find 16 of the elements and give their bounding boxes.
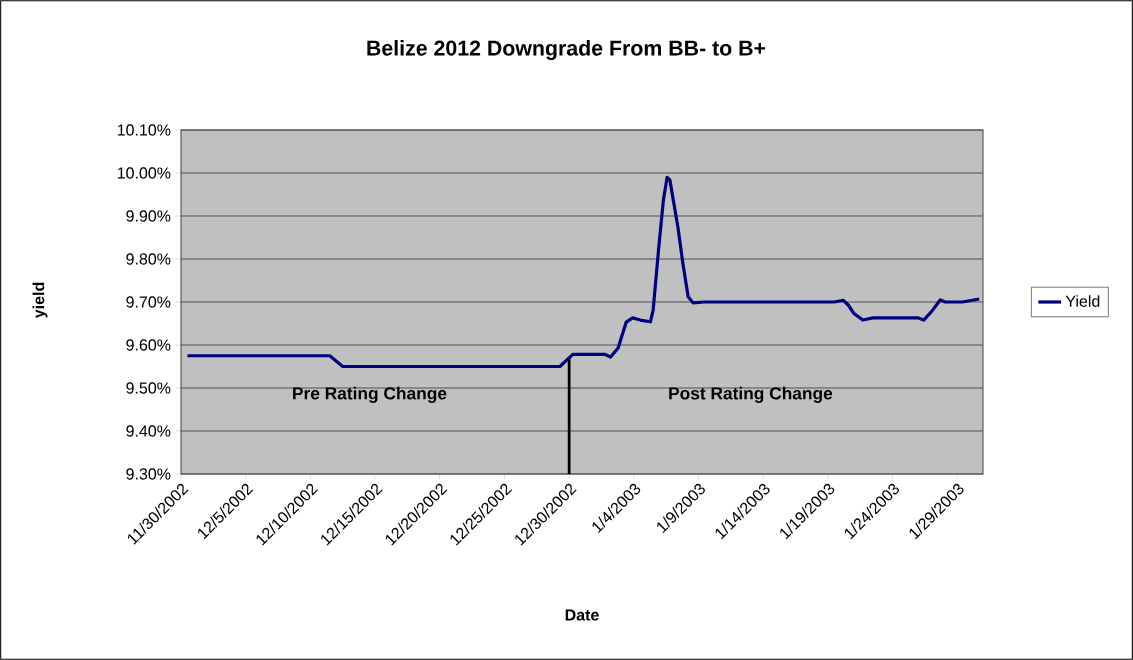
y-tick-label: 9.50% — [126, 382, 171, 394]
annotation: Pre Rating Change — [293, 386, 447, 403]
y-tick-label: 10.10% — [117, 124, 171, 136]
legend-label: Yield — [1065, 295, 1100, 307]
y-axis-title: yield — [32, 282, 48, 319]
y-tick-label: 10.00% — [117, 167, 171, 179]
y-tick-label: 9.30% — [126, 468, 171, 480]
y-tick-label: 9.60% — [126, 339, 171, 351]
y-tick-label: 9.70% — [126, 296, 171, 308]
line-series — [185, 175, 981, 369]
y-tick-label: 9.80% — [126, 253, 171, 265]
annotation: Post Rating Change — [669, 386, 833, 403]
y-tick-label: 9.40% — [126, 425, 171, 437]
chart-title: Belize 2012 Downgrade From BB- to B+ — [367, 40, 766, 60]
x-axis-title: Date — [565, 609, 599, 621]
y-tick-label: 9.90% — [126, 210, 171, 222]
